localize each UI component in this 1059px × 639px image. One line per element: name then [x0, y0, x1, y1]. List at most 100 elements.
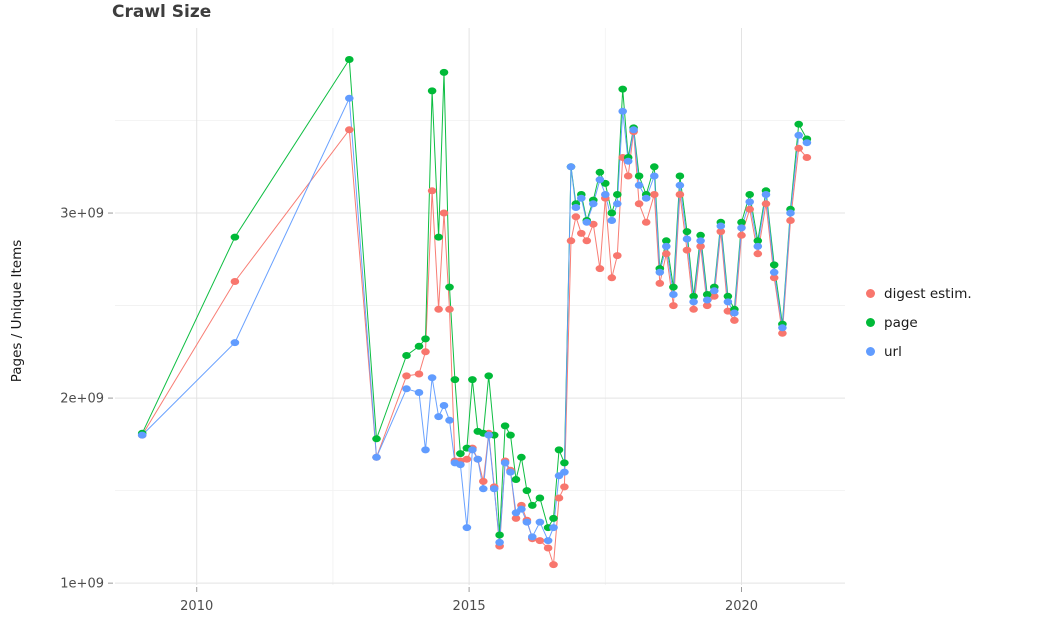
legend-dot-digest-icon [866, 289, 875, 298]
data-point [689, 298, 698, 306]
data-point [402, 372, 411, 380]
data-point [511, 514, 521, 522]
data-point [730, 309, 739, 317]
x-tick-label: 2015 [453, 599, 486, 614]
legend-item-digest: digest estim. [866, 284, 972, 303]
data-point [769, 274, 779, 282]
data-point [682, 228, 692, 236]
data-point [479, 485, 488, 493]
data-point [439, 209, 449, 217]
data-point [560, 459, 569, 467]
data-point [769, 261, 779, 269]
legend-label-page: page [884, 314, 918, 331]
data-point [137, 431, 147, 439]
data-point [737, 231, 746, 239]
data-point [445, 283, 454, 291]
data-point [484, 431, 494, 439]
data-point [634, 172, 644, 180]
data-point [560, 468, 569, 476]
data-point [414, 370, 424, 378]
data-point [802, 139, 812, 147]
data-point [778, 329, 787, 337]
legend-item-page: page [866, 313, 972, 332]
data-point [462, 524, 472, 532]
y-tick-label: 2e+09 [60, 392, 104, 407]
legend-label-digest: digest estim. [884, 285, 972, 302]
data-point [549, 524, 558, 532]
data-point [641, 194, 651, 202]
data-point [445, 416, 454, 424]
data-point [745, 191, 754, 198]
data-point [506, 431, 515, 439]
data-point [786, 217, 795, 224]
data-point [607, 217, 617, 224]
data-point [566, 163, 576, 171]
data-point [696, 242, 705, 250]
data-point [506, 468, 515, 476]
data-point [696, 237, 705, 245]
data-point [650, 172, 659, 180]
data-point [716, 222, 726, 230]
data-point [421, 348, 430, 356]
data-point [560, 483, 569, 491]
y-tick-label: 3e+09 [60, 207, 104, 222]
data-point [737, 218, 746, 226]
data-point [634, 200, 644, 208]
data-point [613, 200, 622, 208]
data-point [473, 455, 483, 463]
data-point [427, 87, 437, 95]
data-point [421, 335, 430, 343]
data-point [571, 213, 581, 221]
data-point [769, 268, 779, 276]
data-point [662, 242, 671, 250]
data-point [778, 324, 787, 332]
data-point [414, 389, 424, 396]
legend-dot-page-icon [866, 318, 875, 327]
data-point [753, 250, 763, 258]
data-point [517, 453, 526, 461]
data-point [230, 233, 240, 241]
data-point [650, 163, 659, 171]
data-point [794, 131, 803, 139]
data-point [554, 494, 564, 502]
data-point [479, 477, 488, 485]
data-point [689, 305, 698, 313]
data-point [641, 218, 651, 226]
data-point [372, 435, 381, 443]
legend: digest estim. page url [866, 284, 972, 361]
data-point [535, 537, 545, 545]
data-point [566, 237, 576, 245]
data-point [613, 191, 622, 198]
data-point [794, 144, 803, 152]
legend-label-url: url [884, 343, 902, 360]
data-point [589, 200, 598, 208]
data-point [414, 342, 424, 350]
data-point [669, 283, 678, 291]
data-point [696, 231, 705, 239]
data-point [495, 531, 504, 539]
data-point [445, 305, 454, 313]
data-point [669, 302, 678, 310]
data-point [655, 279, 665, 287]
data-point [500, 422, 510, 430]
data-point [402, 385, 411, 393]
data-point [489, 485, 499, 493]
data-point [702, 291, 712, 298]
data-point [618, 85, 627, 93]
data-point [745, 198, 754, 206]
data-point [675, 191, 685, 198]
data-point [761, 191, 771, 198]
data-point [723, 307, 733, 315]
data-point [434, 305, 443, 313]
data-point [794, 120, 803, 128]
series-line-url [141, 96, 808, 543]
data-point [500, 459, 510, 467]
data-point [535, 494, 545, 502]
data-point [528, 533, 537, 541]
data-point [345, 126, 354, 134]
data-point [723, 292, 733, 300]
data-point [543, 544, 553, 552]
data-point [439, 402, 449, 409]
data-point [634, 181, 644, 189]
